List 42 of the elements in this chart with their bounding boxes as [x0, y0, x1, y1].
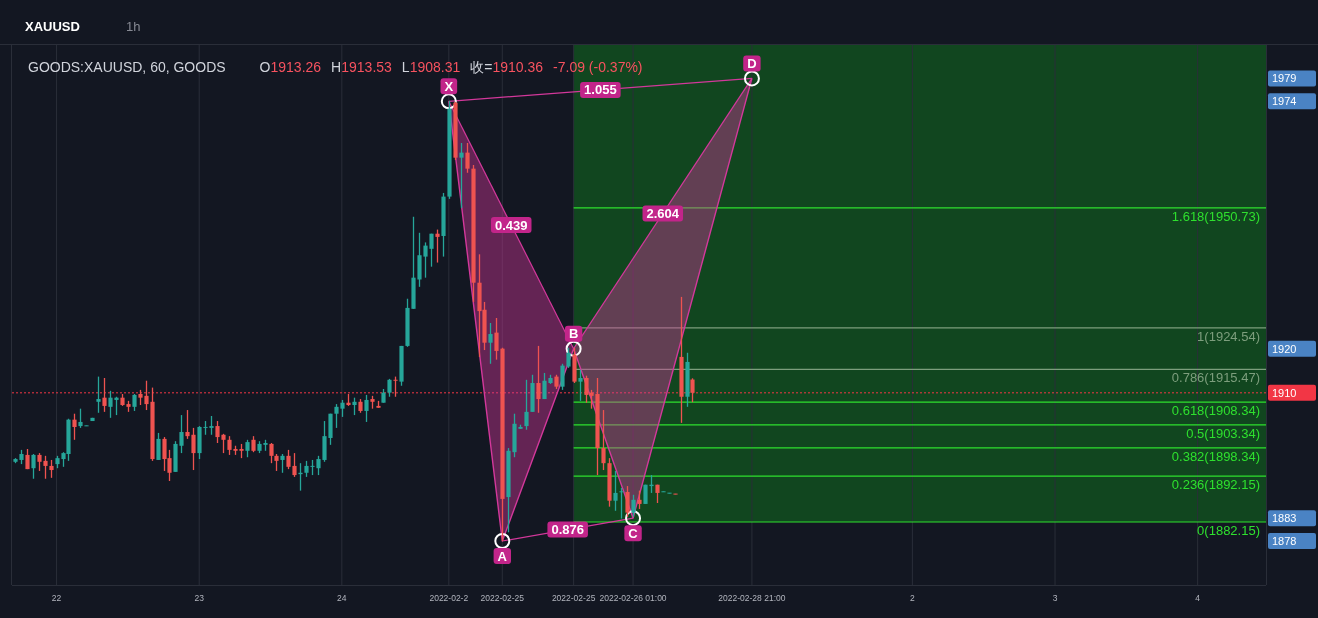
ref-line-label: 1.618(1950.73)	[1171, 208, 1260, 224]
ref-line-label: 0.236(1892.15)	[1171, 477, 1260, 493]
annotation: O1913.26	[259, 59, 322, 75]
x-tick-label: 2	[910, 593, 916, 603]
annotation: 收=1910.36	[470, 59, 544, 75]
annotation: 0.876	[551, 522, 584, 538]
ref-line-label: 0.618(1908.34)	[1171, 403, 1260, 419]
x-tick-label: 2022-02-26 01:00	[599, 593, 667, 603]
ref-line-label: 0(1882.15)	[1197, 523, 1260, 539]
y-tick-label: 1920	[1272, 342, 1297, 355]
ref-line-label: 0.382(1898.34)	[1171, 448, 1260, 464]
annotation: 0.439	[494, 217, 528, 233]
y-tick-label: 1883	[1272, 512, 1297, 525]
x-tick-label: 4	[1195, 593, 1201, 603]
x-tick-label: 2022-02-25	[551, 593, 596, 603]
ref-line-label: 0.5(1903.34)	[1186, 425, 1260, 441]
x-tick-label: 2022-02-28 21:00	[718, 593, 786, 603]
annotation: H1913.53	[331, 59, 393, 75]
y-tick-label: 1979	[1272, 72, 1297, 85]
chart-title: XAUUSD	[25, 19, 80, 34]
y-tick-label: 1974	[1272, 95, 1297, 108]
ref-line-label: 0.786(1915.47)	[1171, 370, 1260, 386]
annotation: A	[497, 548, 508, 564]
y-tick-label: 1878	[1272, 535, 1297, 548]
annotation: -7.09 (-0.37%)	[553, 59, 643, 75]
ref-line-label: 1(1924.54)	[1197, 328, 1260, 344]
x-tick-label: 2022-02-2	[429, 593, 469, 603]
ref-line-label: 1910	[1272, 386, 1297, 399]
text: 1h	[126, 19, 141, 34]
annotation: 1.055	[584, 82, 617, 98]
annotation: C	[628, 525, 639, 541]
annotation: B	[568, 326, 579, 342]
x-tick-label: 22	[51, 593, 62, 603]
annotation: 2.604	[646, 206, 680, 222]
annotation: D	[747, 55, 757, 71]
annotation: L1908.31	[401, 59, 461, 75]
text: GOODS:XAUUSD, 60, GOODS	[28, 59, 226, 75]
x-tick-label: 24	[337, 593, 347, 603]
x-tick-label: 23	[194, 593, 205, 603]
x-tick-label: 3	[1052, 593, 1058, 603]
x-tick-label: 2022-02-25	[480, 593, 525, 603]
annotation: X	[444, 78, 454, 94]
